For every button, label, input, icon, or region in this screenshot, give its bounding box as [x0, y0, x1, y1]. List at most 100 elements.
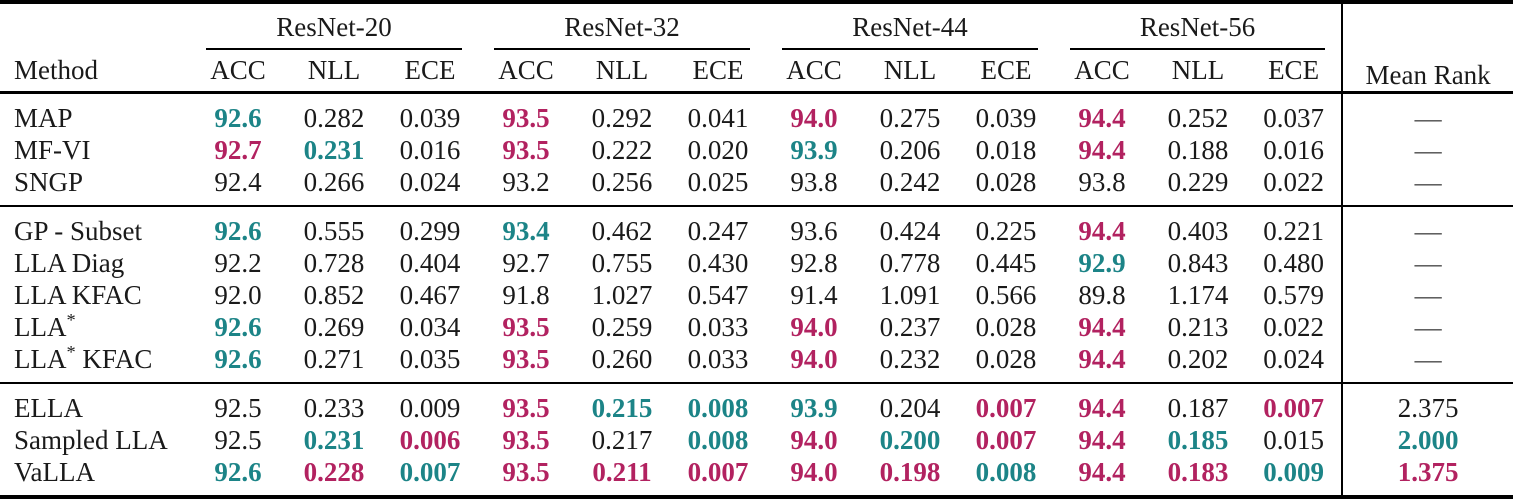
- metric-value: 0.275: [879, 103, 941, 133]
- method-name: LLA*: [14, 310, 76, 342]
- column-header-acc: ACC: [1054, 50, 1151, 94]
- table-row: LLA* KFAC 92.6 0.271 0.035 93.5 0.260 0.033 94.…: [0, 343, 1513, 383]
- metric-value: 93.5: [502, 457, 550, 487]
- metric-value: 0.025: [687, 167, 749, 197]
- group-header-row: ResNet-20 ResNet-32 ResNet-44 ResNet-56 …: [0, 2, 1513, 94]
- metric-value: 92.7: [214, 135, 262, 165]
- metric-value: 0.033: [687, 312, 749, 342]
- metric-value: 0.233: [286, 382, 382, 424]
- metric-value: 92.5: [214, 425, 262, 455]
- metric-value: 93.9: [790, 135, 838, 165]
- metric-value: 92.6: [214, 103, 262, 133]
- metric-value: 0.006: [399, 425, 461, 455]
- mean-rank-value: —: [1341, 134, 1513, 166]
- metric-value: 0.247: [670, 205, 767, 247]
- metric-value: 0.222: [591, 135, 653, 165]
- metric-value: 0.007: [399, 457, 461, 487]
- metric-value: 0.252: [1167, 103, 1229, 133]
- metric-value: 0.728: [303, 248, 365, 278]
- metric-value: 0.206: [879, 135, 941, 165]
- metric-value: 0.020: [687, 135, 749, 165]
- metric-value: 0.024: [399, 167, 461, 197]
- mean-rank-value: —: [1341, 205, 1513, 247]
- table-row: SNGP 92.4 0.266 0.024 93.2 0.256 0.025 93.8 0.24…: [0, 166, 1513, 206]
- mean-rank-value: —: [1341, 311, 1513, 343]
- metric-value: 94.0: [790, 457, 838, 487]
- column-header-acc: ACC: [766, 50, 863, 94]
- metric-value: 0.404: [399, 248, 461, 278]
- metric-value: 0.188: [1167, 135, 1229, 165]
- mean-rank-value: 1.375: [1341, 456, 1513, 497]
- metric-value: 0.242: [879, 167, 941, 197]
- metric-value: 0.204: [862, 382, 959, 424]
- column-header-nll: NLL: [574, 50, 671, 94]
- table-row: VaLLA 92.6 0.228 0.007 93.5 0.211 0.007 94.0 0.1…: [0, 456, 1513, 497]
- metric-value: 94.0: [790, 425, 838, 455]
- metric-value: 0.778: [879, 248, 941, 278]
- metric-value: 0.185: [1167, 425, 1229, 455]
- metric-value: 0.430: [687, 248, 749, 278]
- group-label: ResNet-44: [782, 12, 1039, 50]
- mean-rank-value: 2.375: [1341, 382, 1513, 424]
- table-row: LLA Diag 92.2 0.728 0.404 92.7 0.755 0.430 92.8…: [0, 247, 1513, 279]
- column-header-ece: ECE: [1246, 50, 1343, 94]
- metric-value: 94.0: [790, 312, 838, 342]
- table-row: GP - Subset 92.6 0.555 0.299 93.4 0.462 0.247 9…: [0, 205, 1513, 247]
- metric-value: 0.009: [382, 382, 479, 424]
- metric-value: 0.213: [1167, 312, 1229, 342]
- metric-value: 0.022: [1263, 167, 1324, 197]
- metric-value: 1.091: [879, 280, 941, 310]
- metric-value: 94.0: [790, 103, 838, 133]
- method-name: SNGP: [14, 167, 84, 197]
- metric-value: 93.5: [478, 382, 575, 424]
- metric-value: 0.231: [303, 425, 365, 455]
- table-row: LLA KFAC 92.0 0.852 0.467 91.8 1.027 0.547 91.4…: [0, 279, 1513, 311]
- metric-value: 0.547: [687, 280, 749, 310]
- metric-value: 89.8: [1078, 280, 1126, 310]
- column-header-ece: ECE: [958, 50, 1055, 94]
- metric-value: 93.5: [502, 425, 550, 455]
- metric-value: 93.8: [790, 167, 838, 197]
- metric-value: 0.022: [1263, 312, 1324, 342]
- table-section-baselines: MAP 92.6 0.282 0.039 93.5 0.292 0.041 94.0 0.275…: [0, 92, 1513, 206]
- metric-value: 0.229: [1167, 167, 1229, 197]
- metric-value: 0.215: [574, 382, 671, 424]
- column-header-acc: ACC: [478, 50, 575, 94]
- metric-value: 0.225: [958, 205, 1055, 247]
- metric-value: 0.018: [975, 135, 1037, 165]
- metric-value: 0.266: [303, 167, 365, 197]
- table-row: LLA* 92.6 0.269 0.034 93.5 0.259 0.033 94.0 0.23…: [0, 311, 1513, 343]
- metric-value: 92.4: [214, 167, 262, 197]
- metric-value: 0.007: [975, 425, 1037, 455]
- metric-value: 0.015: [1263, 425, 1324, 455]
- table-row: MAP 92.6 0.282 0.039 93.5 0.292 0.041 94.0 0.275…: [0, 92, 1513, 134]
- metric-value: 0.259: [591, 312, 653, 342]
- method-name: LLA* KFAC: [14, 342, 153, 374]
- metric-value: 93.5: [502, 344, 550, 374]
- metric-value: 0.187: [1150, 382, 1247, 424]
- group-label: ResNet-32: [494, 12, 751, 50]
- table-header: ResNet-20 ResNet-32 ResNet-44 ResNet-56 …: [0, 2, 1513, 94]
- metric-value: 0.566: [975, 280, 1037, 310]
- metric-value: 93.5: [502, 103, 550, 133]
- mean-rank-value: —: [1341, 279, 1513, 311]
- metric-value: 0.202: [1167, 344, 1229, 374]
- table-section-laplace-variants: GP - Subset 92.6 0.555 0.299 93.4 0.462 0.247 9…: [0, 205, 1513, 383]
- metric-value: 92.8: [790, 248, 838, 278]
- metric-value: 94.4: [1078, 457, 1126, 487]
- column-header-nll: NLL: [862, 50, 959, 94]
- metric-value: 94.4: [1078, 344, 1126, 374]
- group-label: ResNet-20: [206, 12, 463, 50]
- metric-value: 0.211: [592, 457, 652, 487]
- table-row: Sampled LLA 92.5 0.231 0.006 93.5 0.217 0.008 9…: [0, 424, 1513, 456]
- column-header-nll: NLL: [286, 50, 382, 94]
- mean-rank-value: —: [1341, 247, 1513, 279]
- group-header-resnet20: ResNet-20: [190, 2, 478, 50]
- metric-value: 0.007: [958, 382, 1055, 424]
- group-header-resnet56: ResNet-56: [1054, 2, 1342, 50]
- metric-value: 0.008: [687, 425, 749, 455]
- metric-value: 0.231: [303, 135, 365, 165]
- metric-value: 0.555: [286, 205, 382, 247]
